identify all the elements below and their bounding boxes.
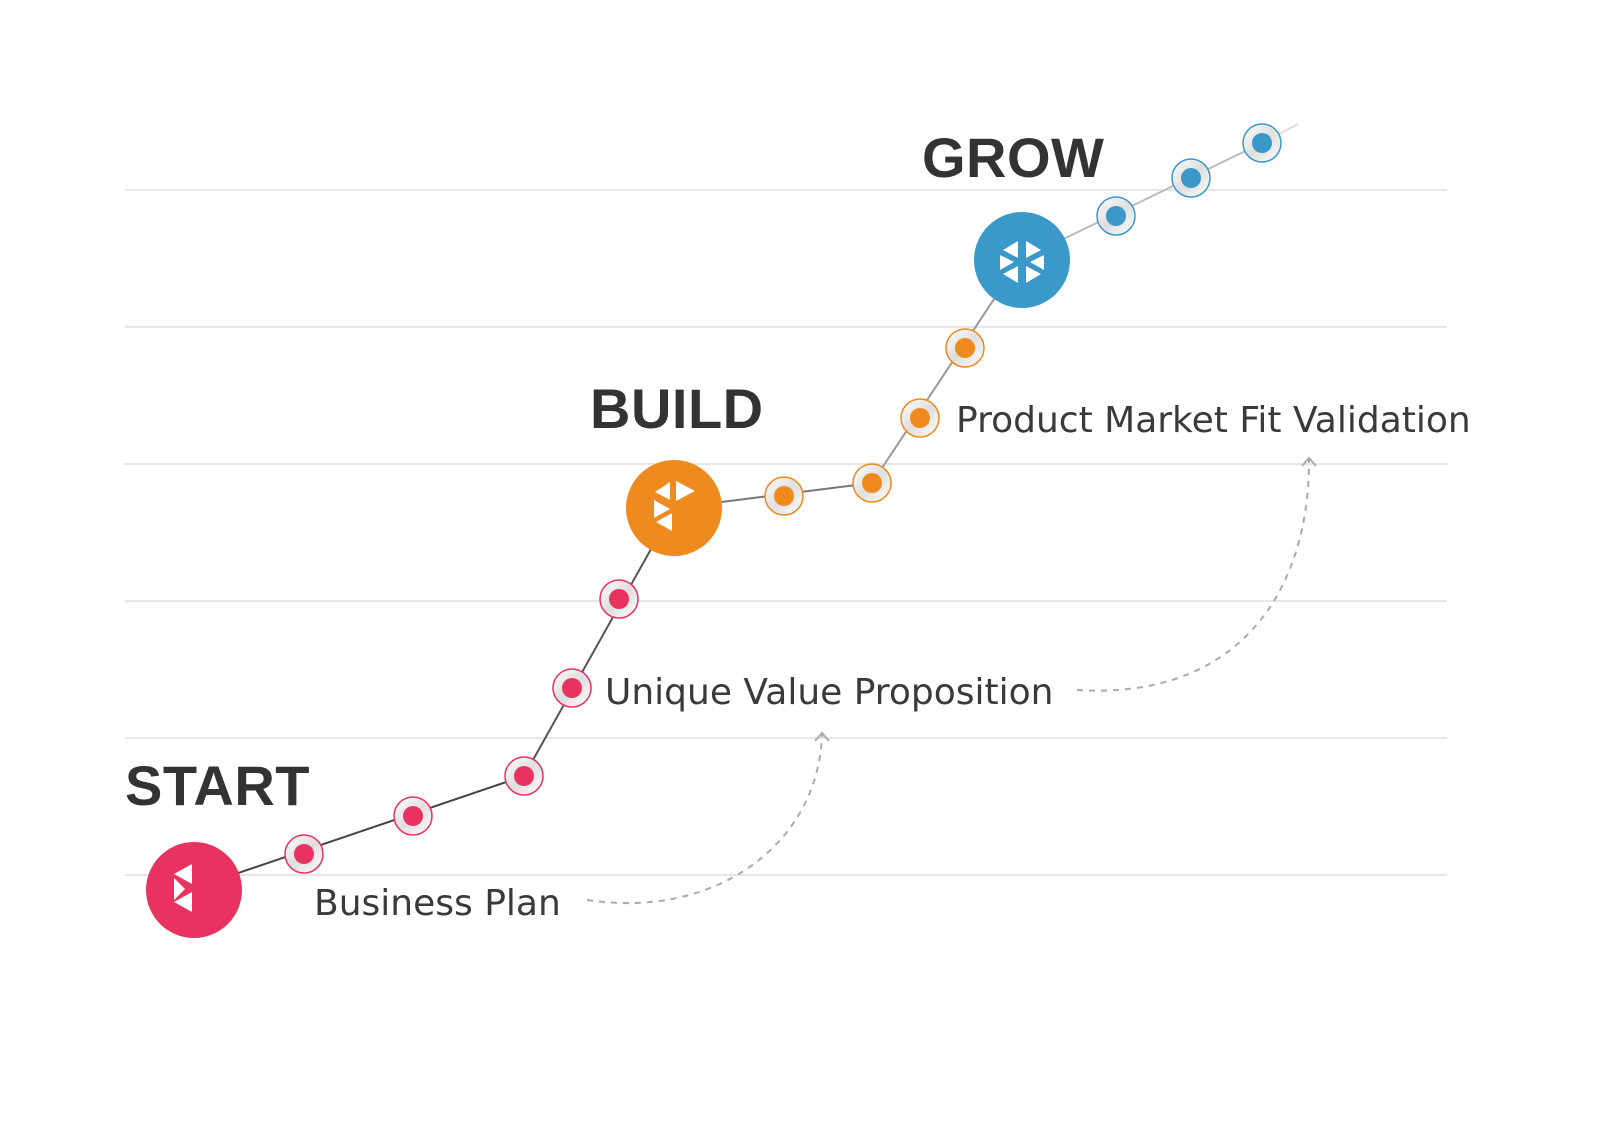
roadmap-path <box>193 123 1299 889</box>
transition-arrows <box>586 456 1317 905</box>
phase-title-grow: GROW <box>922 126 1105 189</box>
milestone-label-business-plan: Business Plan <box>314 883 561 924</box>
path-segment-start <box>523 507 675 777</box>
arrowhead-uvp <box>814 731 830 742</box>
step-node <box>599 579 639 619</box>
arrow-uvp-to-pmf <box>1076 457 1311 692</box>
step-node <box>900 398 940 438</box>
step-node <box>552 668 592 708</box>
step-node <box>764 476 804 516</box>
phase-title-build: BUILD <box>590 377 764 440</box>
step-node <box>504 756 544 796</box>
step-node <box>284 834 324 874</box>
logo-grow-icon <box>1000 241 1044 283</box>
step-node <box>1171 158 1211 198</box>
start-steps <box>284 579 639 874</box>
milestone-label-unique-value-proposition: Unique Value Proposition <box>605 672 1054 713</box>
arrowhead-pmf <box>1301 456 1317 467</box>
grow-node <box>974 212 1070 308</box>
step-node <box>945 328 985 368</box>
step-node <box>393 796 433 836</box>
path-segment-start <box>193 775 525 889</box>
logo-start-icon <box>174 864 192 912</box>
step-node <box>1096 196 1136 236</box>
step-node <box>852 463 892 503</box>
phase-title-start: START <box>125 754 310 817</box>
arrow-business-plan-to-uvp <box>586 732 823 905</box>
logo-build-icon <box>654 481 695 531</box>
milestone-label-product-market-fit: Product Market Fit Validation <box>956 400 1471 441</box>
start-node <box>146 842 242 938</box>
gridlines <box>125 189 1447 876</box>
step-node <box>1242 123 1282 163</box>
grow-steps <box>1096 123 1282 236</box>
build-node <box>626 460 722 556</box>
build-steps <box>764 328 985 516</box>
